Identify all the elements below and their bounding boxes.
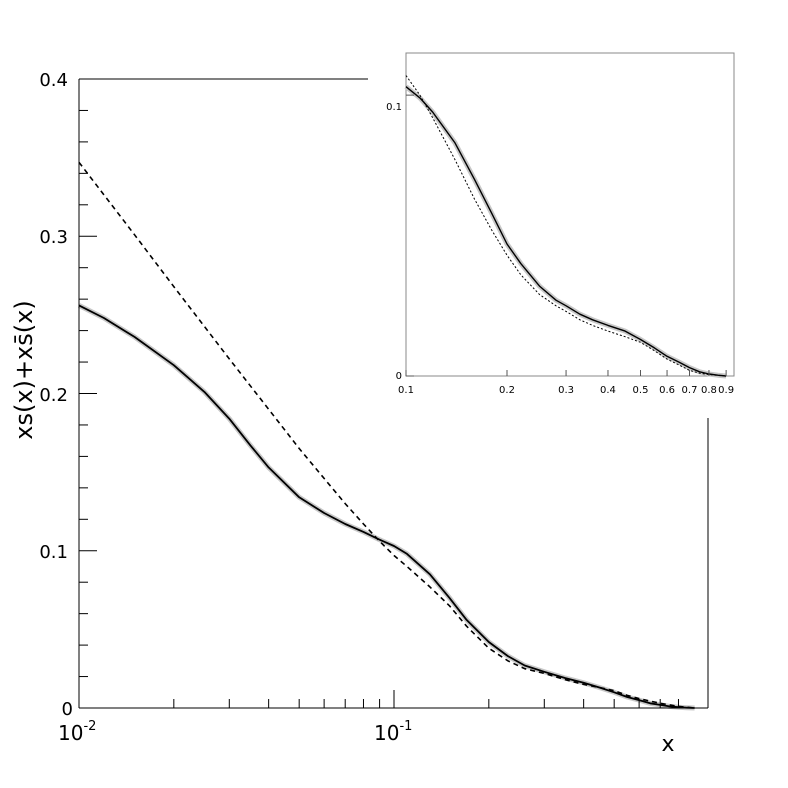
inset-x-tick-label: 0.4 [600, 385, 616, 396]
y-axis-title: xs(x)+xs̄(x) [10, 300, 38, 439]
x-tick-1e-1-base: 10 [374, 721, 399, 745]
y-tick-label-0.2: 0.2 [39, 385, 68, 406]
inset-series-0-solid-line [405, 86, 727, 377]
main-series-group [77, 161, 695, 711]
x-tick-1e-1-exp: -1 [399, 719, 412, 734]
inset-series-group [404, 75, 727, 379]
inset-x-tick-label: 0.2 [499, 385, 515, 396]
x-tick-1e-2-exp: -2 [83, 719, 96, 734]
y-tick-label-0.4: 0.4 [39, 70, 68, 91]
inset-x-tick-label: 0.7 [682, 385, 698, 396]
main-series-1-dashed-line [78, 161, 695, 709]
x-tick-label-1e-1: 10-1 [374, 719, 412, 745]
inset-frame [405, 52, 735, 377]
inset-x-tick-label: 0.8 [701, 385, 717, 396]
y-tick-label-0.3: 0.3 [39, 227, 68, 248]
inset-plot: 0.1 0 0.1 0.2 0.3 0.4 0.5 0.6 0.7 0.8 0.9 [372, 52, 735, 418]
main-ticks-group [78, 78, 679, 708]
y-tick-label-0.1: 0.1 [39, 542, 68, 563]
inset-x-tick-label: 0.5 [633, 385, 649, 396]
inset-x-tick-labels: 0.1 0.2 0.3 0.4 0.5 0.6 0.7 0.8 0.9 [398, 385, 734, 396]
inset-x-tick-label: 0.3 [558, 385, 574, 396]
x-axis-title: x [661, 732, 674, 757]
y-tick-label-0: 0 [62, 699, 73, 720]
main-series-0-solid-line [78, 304, 695, 709]
x-tick-1e-2-base: 10 [58, 721, 83, 745]
main-plot: 0.4 0.3 0.2 0.1 0 10-2 10-1 x xs(x)+xs̄(… [10, 70, 709, 757]
inset-x-tick-label: 0.9 [718, 385, 734, 396]
inset-x-tick-label: 0.1 [398, 385, 414, 396]
inset-series-1-dashed-line [405, 75, 727, 377]
inset-y-tick-label-0.1: 0.1 [386, 102, 402, 113]
inset-x-tick-label: 0.6 [659, 385, 675, 396]
inset-y-tick-label-0: 0 [396, 371, 402, 382]
x-tick-label-1e-2: 10-2 [58, 719, 96, 745]
inset-ticks-group [405, 94, 727, 377]
